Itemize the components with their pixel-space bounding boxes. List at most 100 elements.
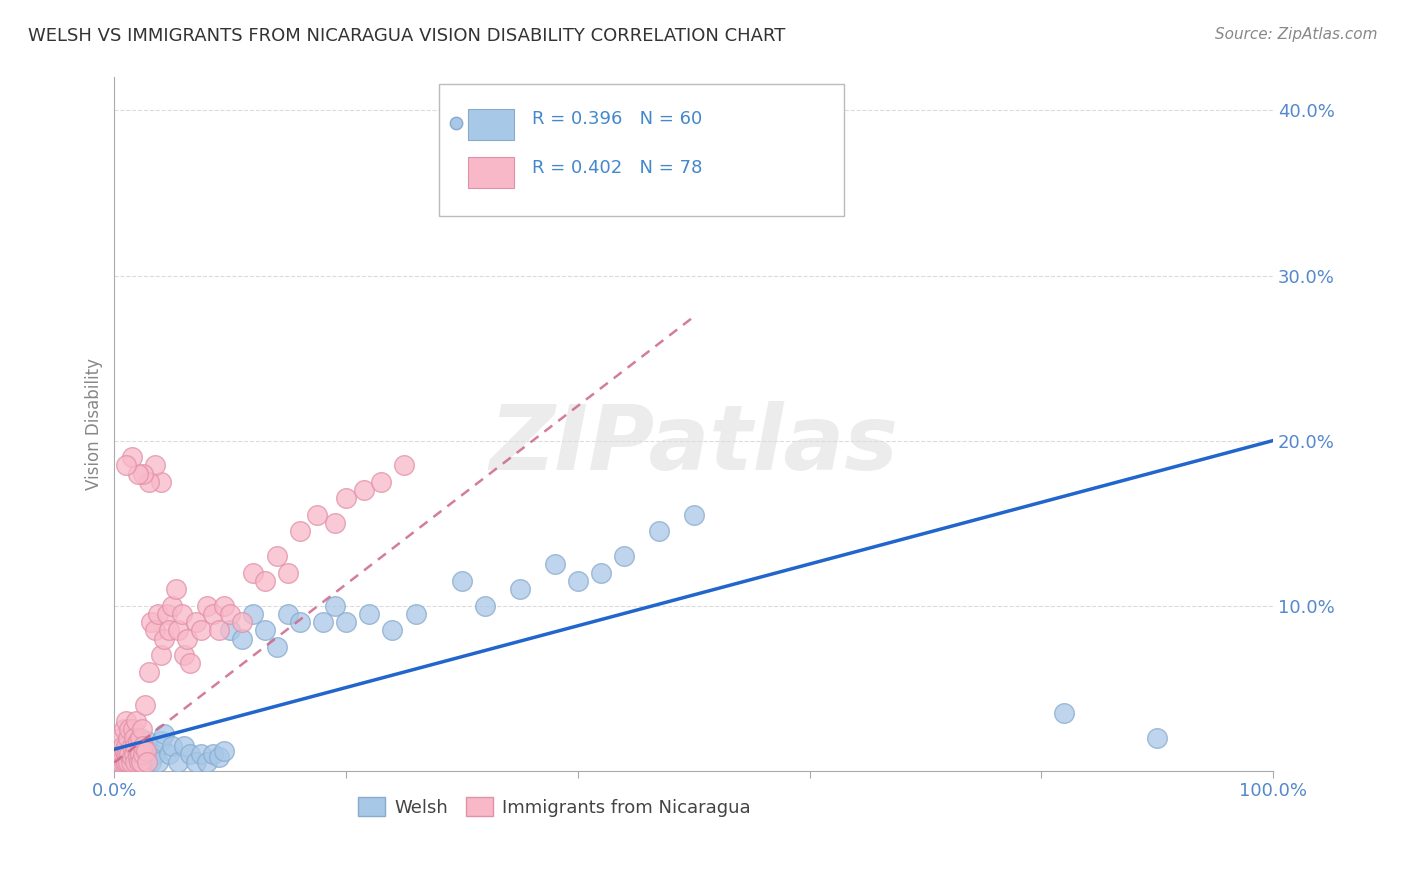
Point <box>474 599 496 613</box>
Point <box>253 574 276 588</box>
Point <box>110 756 132 770</box>
Point <box>121 450 143 464</box>
Point <box>288 524 311 539</box>
Point <box>1053 706 1076 720</box>
Point <box>405 607 427 621</box>
Point <box>138 475 160 489</box>
Point <box>135 734 157 748</box>
Point <box>121 756 143 770</box>
Point <box>307 508 329 522</box>
Point <box>266 640 288 654</box>
Point <box>135 756 157 770</box>
Point <box>167 624 190 638</box>
Point <box>195 756 218 770</box>
FancyBboxPatch shape <box>439 85 845 216</box>
Point <box>157 624 180 638</box>
Point <box>176 632 198 646</box>
Point <box>114 744 136 758</box>
Point <box>214 744 236 758</box>
Point <box>288 615 311 629</box>
Point <box>162 739 184 753</box>
Point <box>148 756 170 770</box>
Text: R = 0.402   N = 78: R = 0.402 N = 78 <box>531 159 702 177</box>
Point <box>323 516 346 530</box>
Point <box>648 524 671 539</box>
Point <box>149 734 172 748</box>
Point <box>589 566 612 580</box>
Point <box>135 756 157 770</box>
Point <box>121 750 143 764</box>
Point <box>231 615 253 629</box>
Point <box>132 747 155 762</box>
Point <box>121 747 143 762</box>
Point <box>208 750 231 764</box>
Point <box>184 615 207 629</box>
Point <box>167 756 190 770</box>
Point <box>381 624 404 638</box>
Point <box>153 632 176 646</box>
Point <box>127 739 149 753</box>
Point <box>122 723 145 737</box>
Point <box>567 574 589 588</box>
Point <box>312 615 335 629</box>
Point <box>323 599 346 613</box>
Point <box>266 549 288 563</box>
Point <box>112 723 135 737</box>
Point <box>118 747 141 762</box>
Point <box>107 756 129 770</box>
Point <box>544 558 567 572</box>
Point <box>115 756 138 770</box>
Point <box>117 750 139 764</box>
Point <box>201 607 224 621</box>
Point <box>138 744 160 758</box>
Point <box>111 739 134 753</box>
Point <box>451 574 474 588</box>
Point <box>132 739 155 753</box>
Point <box>143 624 166 638</box>
Point <box>115 458 138 473</box>
Point <box>128 756 150 770</box>
Y-axis label: Vision Disability: Vision Disability <box>86 358 103 490</box>
Point <box>122 731 145 745</box>
Point <box>112 744 135 758</box>
Point <box>173 648 195 662</box>
Point <box>253 624 276 638</box>
Point <box>132 467 155 481</box>
Point <box>277 566 299 580</box>
Point <box>509 582 531 596</box>
Point <box>125 714 148 728</box>
Text: Source: ZipAtlas.com: Source: ZipAtlas.com <box>1215 27 1378 42</box>
Point <box>190 624 212 638</box>
Point <box>335 491 357 506</box>
Point <box>335 615 357 629</box>
Point <box>134 698 156 712</box>
Point <box>143 747 166 762</box>
Point <box>129 744 152 758</box>
Point <box>124 739 146 753</box>
Point <box>153 727 176 741</box>
Point <box>359 607 381 621</box>
Point <box>242 607 264 621</box>
Point <box>115 714 138 728</box>
Point <box>118 744 141 758</box>
Point <box>353 483 375 497</box>
Point <box>149 648 172 662</box>
Point <box>124 742 146 756</box>
Point <box>179 747 201 762</box>
Bar <box>468 109 515 140</box>
Point <box>190 747 212 762</box>
Point <box>370 475 392 489</box>
Point <box>148 607 170 621</box>
Point <box>122 747 145 762</box>
Text: ZIPatlas: ZIPatlas <box>489 401 898 489</box>
Point <box>138 665 160 679</box>
Point <box>131 723 153 737</box>
Point <box>208 624 231 638</box>
Point <box>157 747 180 762</box>
Point <box>122 750 145 764</box>
Point <box>214 599 236 613</box>
Point <box>242 566 264 580</box>
Point <box>117 756 139 770</box>
Point <box>115 747 138 762</box>
Point <box>115 747 138 762</box>
